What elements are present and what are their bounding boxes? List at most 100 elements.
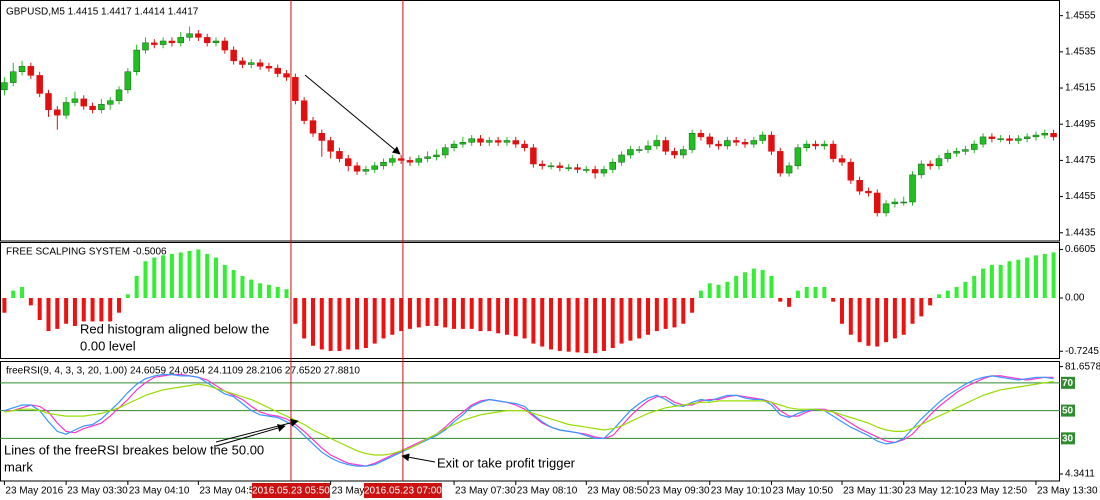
histogram-bar <box>178 252 183 298</box>
candle-body <box>600 169 608 174</box>
histogram-bar <box>575 298 580 353</box>
candle-body <box>724 140 731 147</box>
annotation: 0.00 level <box>80 338 136 353</box>
candle-body <box>45 93 52 110</box>
arrow <box>304 74 401 155</box>
histogram-bar <box>593 298 598 354</box>
histogram-bar <box>284 289 289 298</box>
candle-body <box>503 140 511 143</box>
candle-body <box>336 151 343 159</box>
candle-body <box>583 169 590 171</box>
histogram-bar <box>143 261 148 298</box>
candle-body <box>80 98 88 107</box>
histogram-bar <box>117 298 122 313</box>
candle-body <box>468 138 475 143</box>
histogram-bar <box>258 283 263 298</box>
candle-body <box>794 147 802 167</box>
histogram-bar <box>822 286 827 298</box>
level-label-box <box>1061 432 1075 445</box>
candle-body <box>882 203 890 214</box>
candle-body <box>248 62 255 65</box>
candle-body <box>821 143 828 147</box>
indicator-line <box>4 373 1054 467</box>
histogram-bar <box>769 275 774 298</box>
candle-body <box>371 165 378 170</box>
histogram-bar <box>972 275 977 298</box>
candle-body <box>671 151 678 156</box>
y-tick-label: 0.00 <box>1065 293 1085 304</box>
histogram-bar <box>936 294 941 298</box>
histogram-bar <box>619 298 624 344</box>
candle-body <box>397 158 405 161</box>
histogram-bar <box>460 298 465 329</box>
candle-body <box>900 201 907 204</box>
x-tick-label: 23 May 11:30 <box>843 486 903 497</box>
histogram-bar <box>134 275 139 298</box>
candle-body <box>106 100 114 105</box>
histogram-bar <box>196 249 201 298</box>
histogram-bar <box>187 250 192 298</box>
histogram-bar <box>487 298 492 332</box>
y-tick-label: 1.4515 <box>1065 83 1096 94</box>
time-marker-label: 2016.05.23 07:00 <box>364 486 442 497</box>
candle-body <box>477 138 484 143</box>
histogram-bar <box>214 257 219 298</box>
candle-body <box>318 133 326 141</box>
histogram-bar <box>434 298 439 326</box>
histogram-bar <box>231 270 236 298</box>
histogram-bar <box>584 298 589 354</box>
x-tick-label: 23 May 03:30 <box>67 486 128 497</box>
candle-body <box>168 40 176 44</box>
histogram-bar <box>72 298 77 326</box>
histogram-bar <box>355 298 360 350</box>
x-tick-label: 23 May 0 <box>332 486 374 497</box>
histogram-bar <box>319 298 324 350</box>
histogram-pane-frame <box>0 242 1060 359</box>
candle-body <box>406 160 414 163</box>
candle-body <box>803 143 810 148</box>
candle-body <box>195 33 202 38</box>
histogram-bar <box>425 298 430 326</box>
histogram-bar <box>37 298 42 321</box>
candle-body <box>309 120 317 134</box>
annotation: Exit or take profit trigger <box>437 455 576 470</box>
y-tick-label: 1.4535 <box>1065 46 1096 57</box>
histogram-bar <box>469 298 474 329</box>
histogram-bar <box>901 298 906 335</box>
candle-body <box>962 149 969 152</box>
candle-body <box>1050 133 1057 138</box>
histogram-bar <box>866 298 871 346</box>
histogram-bar <box>452 298 457 329</box>
histogram-bar <box>381 298 386 339</box>
histogram-bar <box>549 298 554 350</box>
candle-body <box>300 100 308 121</box>
candle-body <box>732 140 740 143</box>
candle-body <box>953 151 960 154</box>
candle-body <box>574 167 581 170</box>
candle-body <box>124 71 132 91</box>
histogram-bar <box>125 294 130 298</box>
histogram-bar <box>760 270 765 298</box>
candle-body <box>715 143 722 147</box>
y-tick-label: 1.4475 <box>1065 155 1096 166</box>
candle-body <box>450 143 458 148</box>
candle-body <box>98 104 105 110</box>
candle-body <box>653 140 661 147</box>
x-tick-label: 23 May 08:10 <box>517 486 578 497</box>
candle-body <box>256 62 264 67</box>
candle-body <box>697 133 705 138</box>
histogram-bar <box>804 286 809 298</box>
candle-body <box>785 165 793 174</box>
y-tick-label: 81.6578 <box>1065 361 1100 372</box>
histogram-bar <box>302 298 307 339</box>
histogram-bar <box>734 275 739 298</box>
arrow <box>401 453 436 463</box>
histogram-bar <box>954 286 959 298</box>
x-tick-label: 23 May 12:10 <box>905 486 966 497</box>
level-label-box <box>1061 376 1075 389</box>
candle-body <box>662 140 669 152</box>
candle-body <box>1023 136 1031 139</box>
histogram-bar <box>1016 259 1021 298</box>
